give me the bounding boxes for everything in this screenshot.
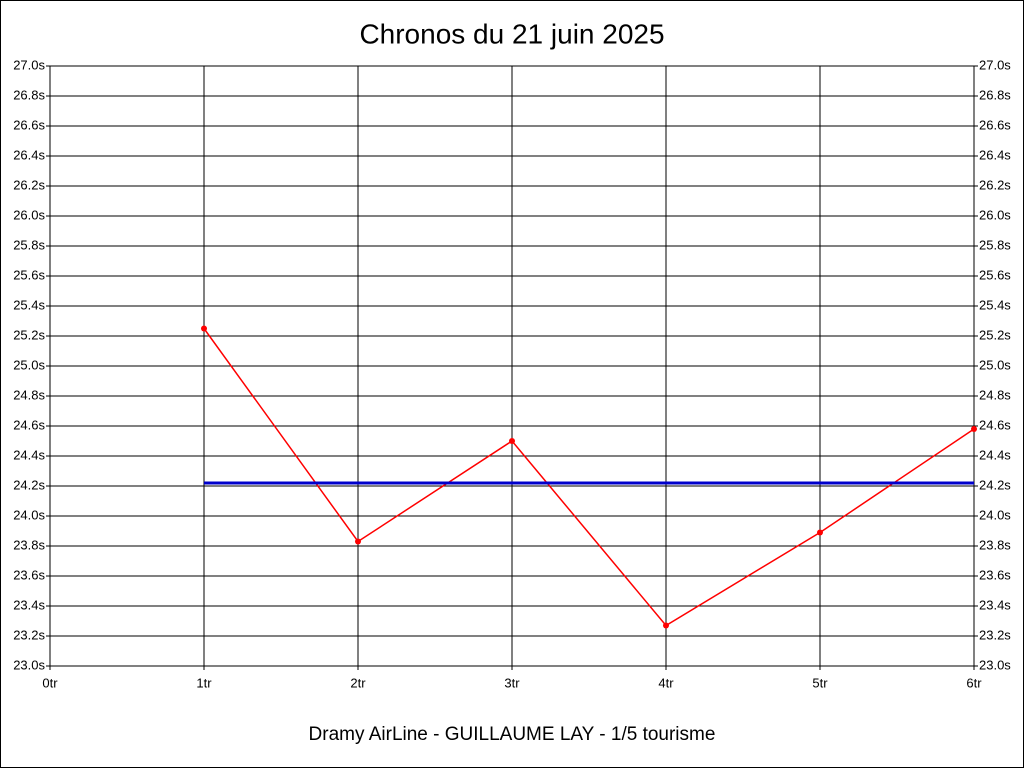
y2-tick-label: 25.4s xyxy=(979,297,1011,312)
y-tick-label: 26.2s xyxy=(13,177,45,192)
x-tick-label: 4tr xyxy=(658,675,674,690)
x-tick-label: 1tr xyxy=(196,675,212,690)
x-tick-label: 2tr xyxy=(350,675,366,690)
y-tick-label: 25.2s xyxy=(13,327,45,342)
y-tick-label: 24.6s xyxy=(13,417,45,432)
y-tick-label: 24.8s xyxy=(13,387,45,402)
y2-tick-label: 24.8s xyxy=(979,387,1011,402)
y2-tick-label: 27.0s xyxy=(979,57,1011,72)
chart-title: Chronos du 21 juin 2025 xyxy=(359,18,664,49)
y-tick-label: 23.4s xyxy=(13,597,45,612)
y-tick-label: 23.6s xyxy=(13,567,45,582)
data-point xyxy=(971,426,977,432)
y2-tick-label: 25.0s xyxy=(979,357,1011,372)
y-tick-label: 24.2s xyxy=(13,477,45,492)
y2-tick-label: 24.0s xyxy=(979,507,1011,522)
series-line xyxy=(203,328,975,627)
y-tick-label: 26.0s xyxy=(13,207,45,222)
data-point xyxy=(201,325,207,332)
y-tick-label: 25.4s xyxy=(13,297,45,312)
data-point xyxy=(509,438,515,444)
y2-tick-label: 26.6s xyxy=(979,117,1011,132)
data-point xyxy=(663,622,669,629)
y2-tick-label: 26.0s xyxy=(979,207,1011,222)
y2-tick-label: 23.4s xyxy=(979,597,1011,612)
y2-tick-label: 24.6s xyxy=(979,417,1011,432)
chart-footer: Dramy AirLine - GUILLAUME LAY - 1/5 tour… xyxy=(309,724,716,745)
y-tick-label: 25.6s xyxy=(13,267,45,282)
y2-tick-label: 23.2s xyxy=(979,627,1011,642)
y-tick-label: 23.8s xyxy=(13,537,45,552)
y-tick-label: 23.0s xyxy=(13,657,45,672)
y-tick-label: 26.8s xyxy=(13,87,45,102)
y-tick-label: 26.6s xyxy=(13,117,45,132)
x-tick-label: 0tr xyxy=(42,675,58,690)
y2-tick-label: 23.0s xyxy=(979,657,1011,672)
y2-tick-label: 24.4s xyxy=(979,447,1011,462)
y2-tick-label: 26.4s xyxy=(979,147,1011,162)
y-tick-label: 24.0s xyxy=(13,507,45,522)
data-point xyxy=(355,538,361,545)
x-tick-label: 5tr xyxy=(812,675,828,690)
y2-tick-label: 24.2s xyxy=(979,477,1011,492)
y2-tick-label: 25.2s xyxy=(979,327,1011,342)
y2-tick-label: 26.2s xyxy=(979,177,1011,192)
y2-tick-label: 25.6s xyxy=(979,267,1011,282)
y-tick-label: 27.0s xyxy=(13,57,45,72)
y-tick-label: 24.4s xyxy=(13,447,45,462)
y2-tick-label: 25.8s xyxy=(979,237,1011,252)
y-tick-label: 25.0s xyxy=(13,357,45,372)
y-tick-label: 25.8s xyxy=(13,237,45,252)
y2-tick-label: 23.6s xyxy=(979,567,1011,582)
y-tick-label: 26.4s xyxy=(13,147,45,162)
data-point xyxy=(817,529,823,536)
y2-tick-label: 23.8s xyxy=(979,537,1011,552)
y-tick-label: 23.2s xyxy=(13,627,45,642)
x-tick-label: 3tr xyxy=(504,675,520,690)
x-tick-label: 6tr xyxy=(966,675,982,690)
y2-tick-label: 26.8s xyxy=(979,87,1011,102)
